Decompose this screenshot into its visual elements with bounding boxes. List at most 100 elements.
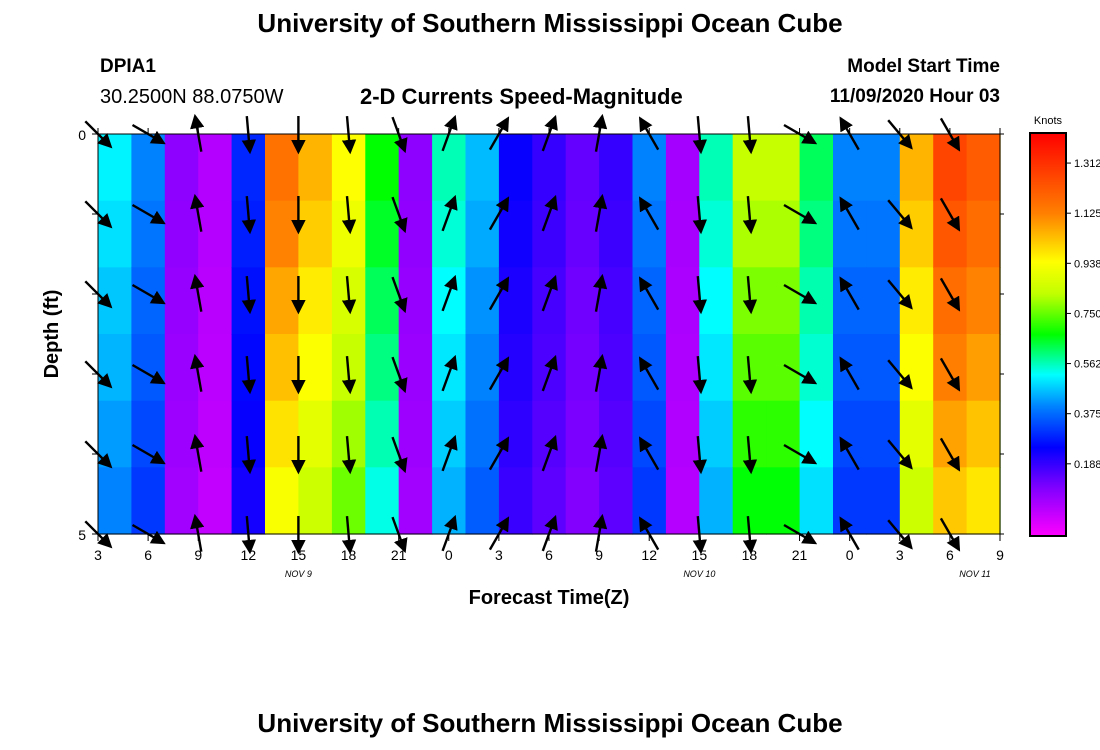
- current-vector-arrow: [241, 275, 257, 315]
- heatmap-cell: [131, 467, 166, 535]
- current-vector-arrow: [939, 437, 961, 472]
- heatmap-cell: [933, 400, 968, 468]
- heatmap-cell: [833, 334, 867, 402]
- heatmap-cell: [699, 267, 734, 335]
- current-vector-arrow: [887, 279, 913, 310]
- heatmap-cell: [766, 334, 801, 402]
- heatmap-cell: [766, 134, 801, 202]
- heatmap-cell: [799, 200, 834, 268]
- current-vector-arrow: [839, 276, 860, 311]
- heatmap-cell: [899, 334, 934, 402]
- heatmap-cell: [498, 400, 533, 468]
- x-tick-label: 21: [391, 547, 407, 563]
- heatmap-cell: [398, 267, 433, 335]
- heatmap-cell: [599, 400, 634, 468]
- x-tick-label: 18: [742, 547, 758, 563]
- current-vector-arrow: [391, 276, 408, 314]
- current-vector-arrow: [341, 275, 357, 315]
- heatmap-cell: [599, 200, 634, 268]
- heatmap-cell: [599, 134, 634, 202]
- x-tick-label: 6: [144, 547, 152, 563]
- current-vector-arrow: [783, 283, 818, 305]
- heatmap-cell: [833, 400, 867, 468]
- heatmap-cell: [565, 334, 600, 402]
- heatmap-cell: [933, 200, 968, 268]
- colorbar-tick-label: 1.312: [1074, 158, 1100, 170]
- heatmap-cell: [899, 400, 934, 468]
- heatmap-cell: [665, 334, 700, 402]
- heatmap-cell: [966, 267, 1001, 335]
- model-start-value: 11/09/2020 Hour 03: [829, 86, 1000, 107]
- x-tick-label: 3: [495, 547, 503, 563]
- heatmap-cell: [298, 467, 333, 535]
- current-vector-arrow: [391, 356, 408, 394]
- heatmap-cell: [532, 467, 567, 535]
- heatmap-cell: [164, 134, 199, 202]
- current-vector-arrow: [131, 203, 166, 225]
- x-tick-label: 12: [641, 547, 657, 563]
- heatmap-cell: [799, 134, 834, 202]
- heatmap-cell: [498, 134, 533, 202]
- model-start-label: Model Start Time: [847, 56, 1000, 77]
- station-id: DPIA1: [100, 56, 156, 77]
- heatmap-cell: [98, 134, 132, 202]
- current-vector-arrow: [593, 353, 608, 392]
- heatmap-cell: [398, 200, 433, 268]
- colorbar: Knots 1.312 1.125 0.938 0.750 0.562 0.375 0.18…: [1029, 115, 1100, 537]
- current-vector-arrow: [488, 356, 510, 391]
- current-vector-arrow: [783, 363, 818, 385]
- x-axis-label: Forecast Time(Z): [469, 587, 630, 609]
- heatmap-cell: [398, 134, 433, 202]
- x-tick-label: 12: [241, 547, 257, 563]
- current-vector-arrow: [639, 196, 660, 231]
- heatmap-cell: [665, 267, 700, 335]
- heatmap-cell: [131, 200, 166, 268]
- current-vector-arrow: [341, 195, 357, 235]
- current-vector-arrow: [441, 274, 458, 312]
- y-tick-label: 5: [78, 527, 86, 543]
- heatmap-cell: [465, 134, 500, 202]
- current-vector-arrow: [593, 193, 608, 232]
- heatmap-cell: [432, 267, 467, 335]
- x-day-label: NOV 9: [285, 569, 312, 579]
- current-vector-arrow: [839, 436, 860, 471]
- heatmap-cell: [966, 134, 1001, 202]
- x-tick-label: 0: [846, 547, 854, 563]
- heatmap-cell: [599, 334, 634, 402]
- current-vector-arrow: [488, 196, 510, 231]
- current-vector-arrow: [939, 357, 961, 392]
- heatmap-cell: [632, 267, 667, 335]
- current-vector-arrow: [692, 355, 708, 395]
- current-vector-arrow: [131, 443, 166, 465]
- colorbar-tick-label: 0.750: [1074, 308, 1100, 320]
- heatmap-cell: [933, 134, 968, 202]
- current-vector-arrow: [190, 273, 205, 312]
- colorbar-tick-label: 0.562: [1074, 359, 1100, 371]
- heatmap-cell: [966, 200, 1001, 268]
- heatmap-cell: [699, 134, 734, 202]
- x-tick-label: 15: [692, 547, 708, 563]
- heatmap-cell: [365, 334, 400, 402]
- axis-ticks: 3 6 9 12 15 18 21 0 3 6 9 12 15 18 21 0 3 6 9 NOV 9 NOV 10 NO…: [78, 127, 1004, 579]
- heatmap-cell: [665, 400, 700, 468]
- heatmap-cell: [298, 334, 333, 402]
- x-tick-label: 9: [996, 547, 1004, 563]
- current-vector-arrow: [692, 195, 708, 235]
- heatmap-cell: [632, 467, 667, 535]
- current-vector-arrow: [593, 433, 608, 472]
- heatmap-cell: [432, 467, 467, 535]
- heatmap-cell: [365, 134, 400, 202]
- current-vector-arrow: [391, 436, 408, 474]
- heatmap-cell: [98, 334, 132, 402]
- current-vector-arrow: [241, 195, 257, 235]
- x-tick-label: 6: [946, 547, 954, 563]
- heatmap-cell: [164, 400, 199, 468]
- heatmap-cell: [665, 467, 700, 535]
- heatmap-cell: [398, 400, 433, 468]
- chart-title: 2-D Currents Speed-Magnitude: [360, 84, 683, 109]
- colorbar-tick-label: 0.188: [1074, 459, 1100, 471]
- heatmap-cell: [933, 467, 968, 535]
- heatmap-cell: [799, 467, 834, 535]
- heatmap-cell: [565, 400, 600, 468]
- heatmap-cell: [565, 467, 600, 535]
